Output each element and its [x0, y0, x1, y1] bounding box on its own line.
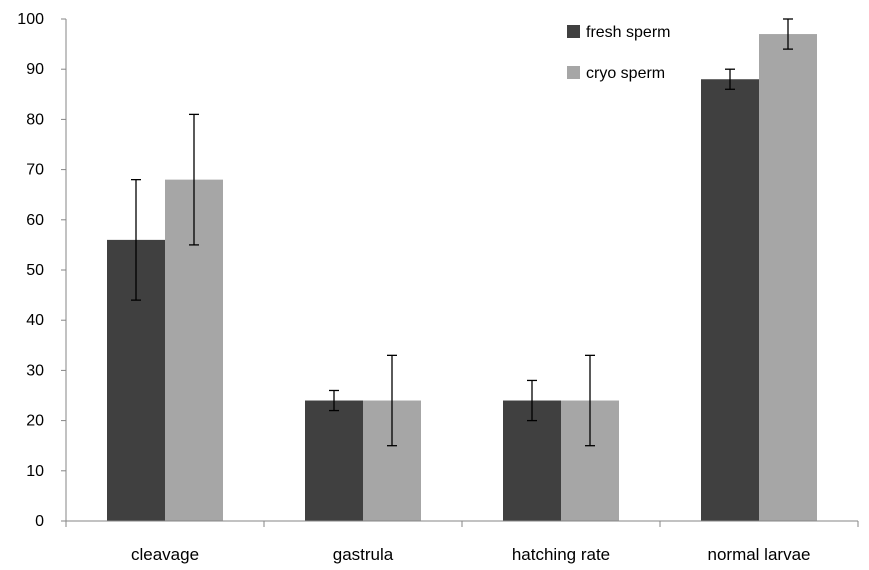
bars-layer: [107, 34, 817, 522]
error-bar-hatching-rate-cryo-sperm: [585, 354, 595, 447]
x-tick-label: normal larvae: [708, 545, 811, 564]
axes-layer: [61, 18, 859, 527]
bar-gastrula-fresh-sperm: [305, 400, 363, 521]
error-bar-cleavage-cryo-sperm: [189, 113, 199, 246]
legend: fresh sperm cryo sperm: [567, 24, 670, 82]
legend-swatch: [567, 25, 580, 38]
error-bars-layer: [131, 18, 793, 447]
x-tick-label: cleavage: [131, 545, 199, 564]
x-tick-label: gastrula: [333, 545, 394, 564]
bar-normal-larvae-fresh-sperm: [701, 79, 759, 522]
y-tick-label: 90: [26, 61, 44, 78]
error-bar-normal-larvae-cryo-sperm: [783, 18, 793, 50]
legend-item-cryo-sperm: cryo sperm: [567, 65, 665, 82]
y-tick-label: 80: [26, 111, 44, 128]
y-tick-label: 100: [17, 11, 44, 28]
error-bar-cleavage-fresh-sperm: [131, 178, 141, 301]
x-tick-label: hatching rate: [512, 545, 610, 564]
y-tick-label: 70: [26, 162, 44, 179]
y-tick-label: 30: [26, 362, 44, 379]
legend-label: cryo sperm: [586, 65, 665, 82]
error-bar-gastrula-fresh-sperm: [329, 389, 339, 412]
y-tick-label: 60: [26, 212, 44, 229]
legend-label: fresh sperm: [586, 24, 670, 41]
legend-swatch: [567, 66, 580, 79]
y-tick-label: 40: [26, 312, 44, 329]
error-bar-normal-larvae-fresh-sperm: [725, 68, 735, 90]
error-bar-hatching-rate-fresh-sperm: [527, 379, 537, 422]
legend-item-fresh-sperm: fresh sperm: [567, 24, 670, 41]
y-tick-label: 50: [26, 262, 44, 279]
x-category-labels: cleavage gastrula hatching rate normal larv…: [131, 545, 811, 564]
y-tick-label: 10: [26, 463, 44, 480]
y-tick-label: 0: [35, 513, 44, 530]
y-tick-label: 20: [26, 413, 44, 430]
bar-normal-larvae-cryo-sperm: [759, 34, 817, 522]
y-tick-labels: 0 10 20 30 40 50 60 70 80 90 100: [17, 11, 44, 530]
error-bar-gastrula-cryo-sperm: [387, 354, 397, 447]
